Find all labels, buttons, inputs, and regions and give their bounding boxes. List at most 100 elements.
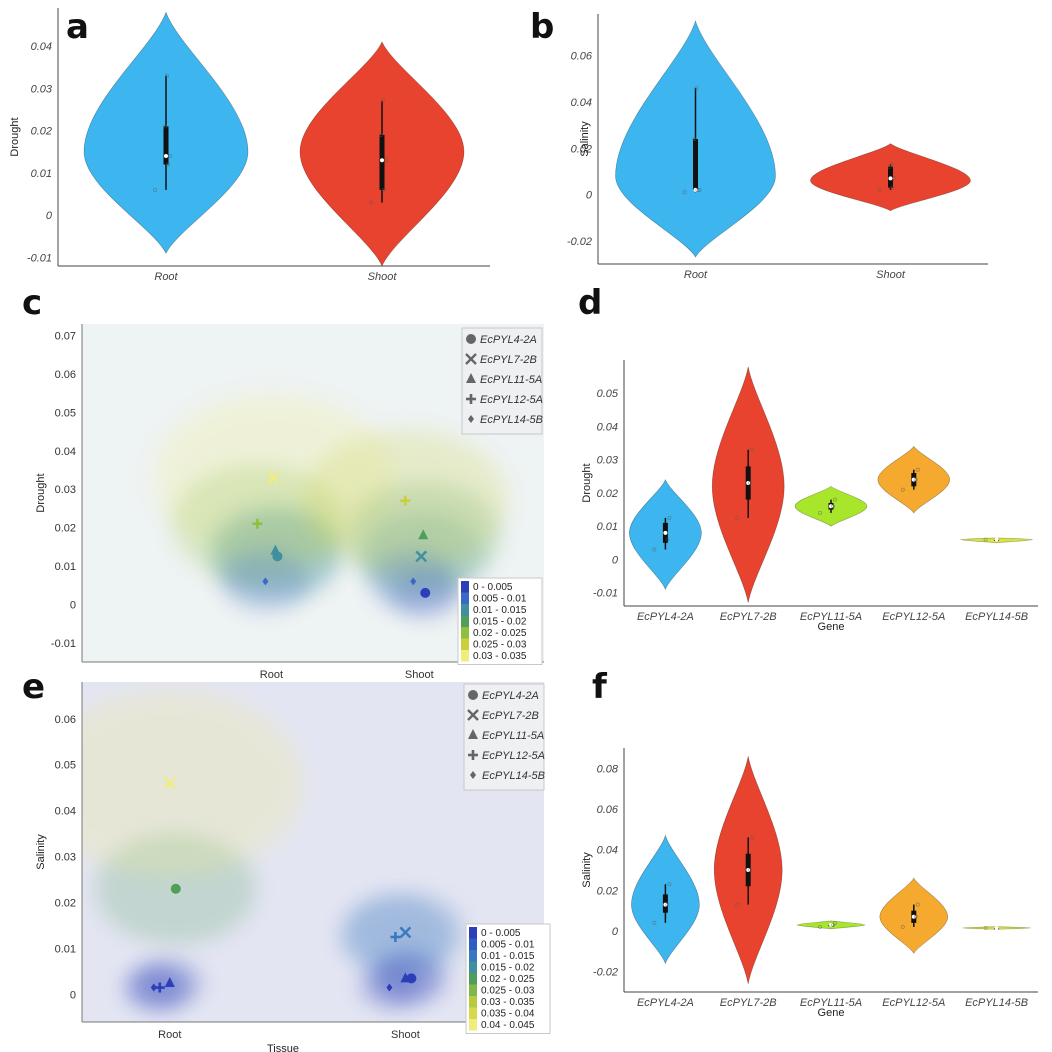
data-point [697, 187, 702, 192]
data-point [384, 158, 388, 163]
data-point [163, 124, 167, 129]
marker-ecpyl14-5b-root [262, 577, 269, 586]
x-tick-label-root: Root [260, 669, 283, 681]
colorbar-swatch [469, 938, 477, 950]
legend-label-ecpyl14-5b: EcPYL14-5B [480, 414, 543, 426]
legend-marker-ecpyl14-5b [468, 415, 474, 423]
x-tick-label-root: Root [684, 269, 708, 281]
data-point [665, 537, 670, 542]
y-tick-label: 0 [612, 926, 619, 938]
data-point [913, 477, 918, 482]
x-tick-label-root: Root [154, 271, 178, 283]
data-point [877, 187, 882, 192]
y-tick-label: 0.01 [597, 521, 618, 533]
legend-label-ecpyl12-5a: EcPYL12-5A [480, 394, 543, 406]
panel-label-d: d [578, 283, 603, 323]
x-tick-label-root: Root [158, 1029, 181, 1041]
data-point [692, 137, 697, 141]
marker-ecpyl4-2a-shoot [420, 587, 431, 598]
data-point [168, 154, 172, 158]
y-tick-label: 0.02 [571, 143, 592, 155]
contour-chart-drought: -0.01 0 0.01 0.02 0.03 0.04 0.05 0.06 0.07 Drough… [35, 324, 544, 695]
data-point [652, 547, 657, 552]
colorbar-box [465, 923, 551, 1034]
contour-region [82, 690, 304, 876]
data-point [983, 926, 988, 930]
colorbar-swatch [461, 627, 469, 639]
iqr-box-root [693, 139, 698, 190]
colorbar-swatch [469, 984, 477, 996]
data-point [694, 86, 699, 91]
legend-marker-ecpyl11-5a [466, 373, 476, 383]
colorbar-box [457, 577, 543, 665]
panel-label-b: b [530, 7, 555, 47]
data-point [889, 162, 894, 167]
chart-panel-b: -0.02 0 0.02 0.04 0.06 Salinity Root Shoot [520, 0, 1052, 300]
data-point [887, 164, 892, 169]
marker-ecpyl7-2b-root-stroke [267, 471, 280, 484]
colorbar-label: 0.01 - 0.015 [473, 605, 527, 616]
y-tick-label: 0.03 [55, 852, 76, 864]
median-shoot [380, 158, 384, 163]
x-axis-label: Tissue [267, 1043, 299, 1052]
legend-marker-ecpyl4-2a [468, 690, 478, 700]
legend-label-ecpyl4-2a: EcPYL4-2A [482, 690, 539, 702]
marker-ecpyl7-2b-root [163, 777, 176, 789]
y-tick-label: 0.05 [55, 760, 76, 772]
data-point [166, 162, 170, 167]
colorbar-label: 0.035 - 0.04 [481, 1009, 535, 1020]
data-point [748, 481, 753, 485]
data-point [892, 176, 897, 181]
y-axis-label: Salinity [579, 121, 591, 157]
legend-label-ecpyl14-5b: EcPYL14-5B [482, 770, 545, 782]
colorbar-label: 0.01 - 0.015 [481, 951, 535, 962]
y-tick-label: 0.04 [597, 845, 618, 857]
y-tick-label: 0.06 [571, 51, 593, 63]
y-tick-label: 0.06 [55, 369, 76, 381]
chart-panel-e: 0 0.01 0.02 0.03 0.04 0.05 0.06 Salinity Root Sho… [0, 668, 560, 1052]
legend-marker-ecpyl12-5a [468, 750, 478, 760]
marker-ecpyl7-2b-shoot-stroke [415, 550, 428, 563]
y-tick-label: 0.04 [55, 806, 76, 818]
y-tick-label: 0 [70, 599, 76, 611]
legend: EcPYL4-2A EcPYL7-2B EcPYL11-5A EcPYL12-5A Ec… [461, 327, 543, 435]
data-point [381, 99, 385, 103]
x-tick-label-ecpyl4-2a: EcPYL4-2A [637, 611, 694, 623]
violin-chart-salinity-gene: -0.02 0 0.02 0.04 0.06 0.08 Salinity Gene EcPYL4… [581, 748, 1038, 1019]
iqr-box-shoot [379, 134, 385, 190]
y-axis-label: Salinity [581, 852, 593, 888]
y-tick-label: 0.06 [597, 804, 619, 816]
marker-ecpyl7-2b-root-stroke [163, 777, 176, 789]
colorbar-label: 0 - 0.005 [473, 582, 513, 593]
legend: EcPYL4-2A EcPYL7-2B EcPYL11-5A EcPYL12-5A Ec… [463, 683, 545, 791]
colorbar-label: 0.005 - 0.01 [481, 940, 535, 951]
data-point [750, 447, 755, 452]
y-tick-label: 0.08 [597, 763, 619, 775]
colorbar-label: 0.015 - 0.02 [481, 963, 535, 974]
colorbar-swatch [461, 638, 469, 650]
y-tick-label: 0.03 [55, 484, 76, 496]
colorbar-label: 0.015 - 0.02 [473, 617, 527, 628]
marker-ecpyl14-5b-shoot [386, 983, 393, 992]
data-point [900, 487, 905, 492]
y-tick-label: -0.01 [593, 588, 618, 600]
median-ecpyl14-5b [994, 925, 999, 930]
data-point [165, 73, 169, 78]
marker-ecpyl7-2b-shoot [415, 550, 428, 563]
data-point [652, 920, 657, 925]
y-tick-label: -0.02 [593, 967, 618, 979]
panel-label-e: e [22, 667, 46, 707]
colorbar-swatch [469, 961, 477, 973]
colorbar-swatch [461, 581, 469, 593]
colorbar-swatch [469, 950, 477, 962]
x-tick-label-shoot: Shoot [876, 269, 906, 281]
marker-ecpyl12-5a-shoot [400, 495, 411, 506]
y-tick-label: 0.05 [597, 388, 619, 400]
colorbar-label: 0 - 0.005 [481, 928, 521, 939]
y-tick-label: 0.01 [55, 943, 76, 955]
median-ecpyl4-2a [663, 530, 668, 535]
data-point [153, 187, 157, 192]
y-tick-label: 0.02 [55, 898, 76, 910]
